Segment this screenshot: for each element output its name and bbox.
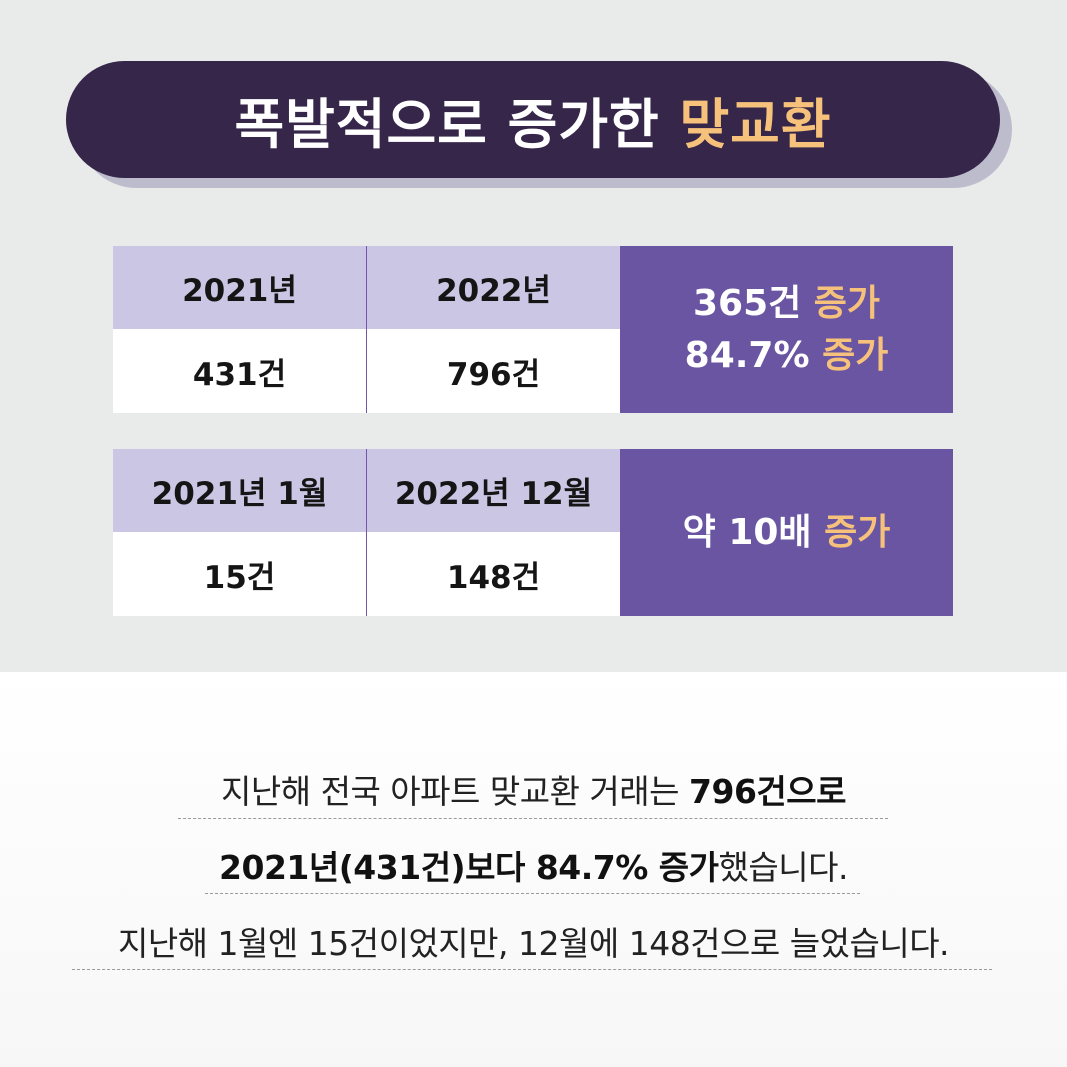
summary-percent-text: 84.7% [684,334,823,376]
column-divider [366,449,367,616]
dashed-underline-2 [205,893,860,894]
header-2021-jan: 2021년 1월 [113,449,366,532]
header-2021: 2021년 [113,246,366,329]
description-line-2-bold: 2021년(431건)보다 84.7% 증가 [219,848,719,887]
title-main: 폭발적으로 증가한 [234,93,680,156]
summary-count-increase: 365건 증가 [693,278,880,330]
value-2022-dec: 148건 [367,532,620,616]
column-divider [366,246,367,413]
value-2022: 796건 [367,329,620,413]
header-2022-dec: 2022년 12월 [367,449,620,532]
summary-multiple-text: 약 10배 [682,511,825,553]
summary-multiple-increase: 약 10배 증가 [683,507,891,559]
bottom-panel [0,672,1067,1067]
description-line-1-bold: 796건으로 [689,772,846,811]
summary-percent-accent: 증가 [822,334,889,376]
dashed-underline-1 [178,818,888,819]
yearly-summary: 365건 증가 84.7% 증가 [620,246,953,413]
summary-percent-increase: 84.7% 증가 [685,330,889,382]
summary-count-accent: 증가 [813,282,881,324]
description-line-2: 2021년(431건)보다 84.7% 증가했습니다. [0,841,1067,889]
dashed-underline-3 [72,969,992,970]
description-line-1-text: 지난해 전국 아파트 맞교환 거래는 [221,772,690,811]
yearly-stats-table: 2021년 2022년 431건 796건 365건 증가 84.7% 증가 [113,246,953,413]
title-banner: 폭발적으로 증가한 맞교환 [66,61,1000,178]
monthly-summary: 약 10배 증가 [620,449,953,616]
description-line-3: 지난해 1월엔 15건이었지만, 12월에 148건으로 늘었습니다. [117,924,950,963]
summary-multiple-accent: 증가 [824,511,891,553]
monthly-stats-table: 2021년 1월 2022년 12월 15건 148건 약 10배 증가 [113,449,953,616]
header-2022: 2022년 [367,246,620,329]
value-2021: 431건 [113,329,366,413]
page-title: 폭발적으로 증가한 맞교환 [234,80,831,159]
summary-count-text: 365건 [692,282,814,324]
description-line-2-text: 했습니다. [718,848,849,887]
value-2021-jan: 15건 [113,532,366,616]
description-line-1: 지난해 전국 아파트 맞교환 거래는 796건으로 [0,765,1067,813]
title-accent: 맞교환 [679,93,832,156]
